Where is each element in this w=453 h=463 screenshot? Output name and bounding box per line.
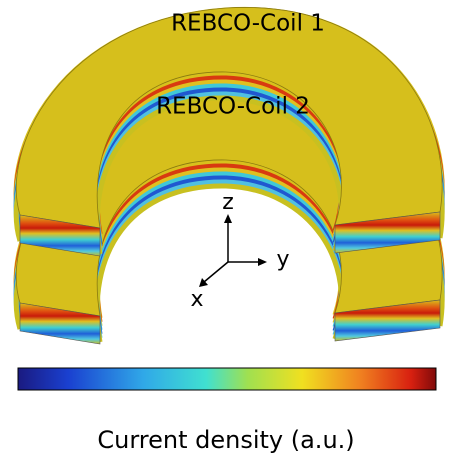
x-axis	[204, 262, 228, 282]
x-label: x	[190, 287, 203, 312]
page: {"labels": {"coil_1": "REBCO-Coil 1", "c…	[0, 0, 453, 463]
colorbar-label: Current density (a.u.)	[97, 426, 354, 454]
z-label: z	[222, 190, 234, 215]
coil-1-label: REBCO-Coil 1	[171, 11, 325, 37]
z-arrow	[224, 214, 232, 223]
coil-2-label: REBCO-Coil 2	[156, 94, 310, 120]
y-label: y	[276, 247, 289, 272]
axis-triad	[199, 214, 267, 287]
figure: REBCO-Coil 1 REBCO-Coil 2 z y x Current …	[0, 0, 453, 463]
colorbar	[18, 368, 436, 390]
y-arrow	[258, 258, 267, 266]
